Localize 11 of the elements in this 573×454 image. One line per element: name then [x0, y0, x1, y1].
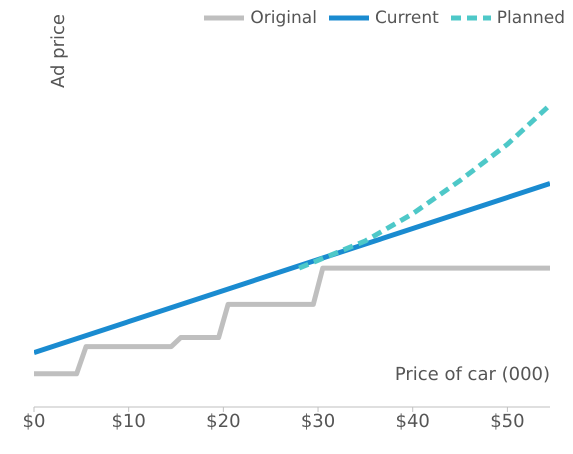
legend-label: Original	[250, 8, 317, 28]
legend-label: Current	[374, 8, 439, 28]
x-tick-label: $40	[396, 410, 430, 432]
x-tick-label: $50	[490, 410, 525, 432]
x-tick-label: $0	[22, 410, 46, 432]
x-tick-label: $30	[300, 410, 336, 432]
y-axis-title: Ad price	[48, 14, 69, 88]
x-tick-label: $20	[206, 410, 241, 432]
x-tick-label: $10	[112, 410, 146, 432]
legend-label: Planned	[496, 8, 565, 28]
x-axis-title: Price of car (000)	[394, 364, 550, 385]
